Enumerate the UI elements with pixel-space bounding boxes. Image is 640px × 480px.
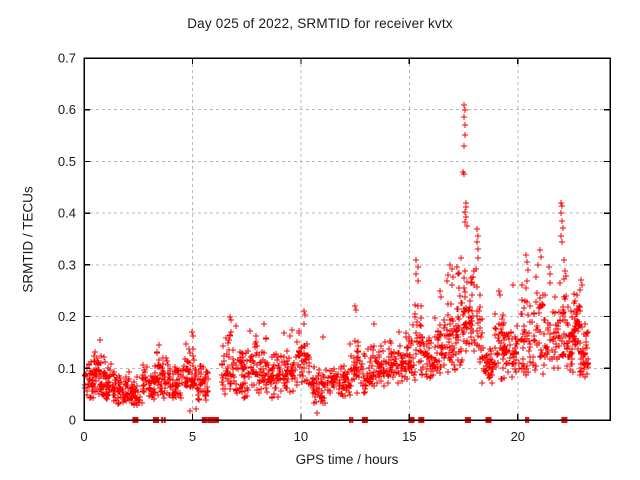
y-tick-label: 0.3: [58, 257, 76, 272]
y-tick-label: 0.5: [58, 154, 76, 169]
x-tick-label: 0: [80, 429, 87, 444]
y-tick-label: 0: [69, 413, 76, 428]
chart-title: Day 025 of 2022, SRMTID for receiver kvt…: [187, 16, 453, 31]
y-tick-label: 0.1: [58, 361, 76, 376]
x-tick-label: 5: [189, 429, 196, 444]
x-axis-title: GPS time / hours: [295, 452, 399, 467]
y-tick-label: 0.4: [58, 206, 76, 221]
data-points: [82, 102, 591, 416]
plot-border: [83, 57, 611, 421]
axis-ticks: [83, 57, 610, 421]
x-tick-label: 10: [294, 429, 308, 444]
x-tick-label: 15: [402, 429, 416, 444]
gridlines: [84, 58, 610, 420]
x-tick-label: 20: [511, 429, 525, 444]
y-tick-label: 0.7: [58, 51, 76, 66]
y-tick-label: 0.6: [58, 102, 76, 117]
y-tick-label: 0.2: [58, 309, 76, 324]
